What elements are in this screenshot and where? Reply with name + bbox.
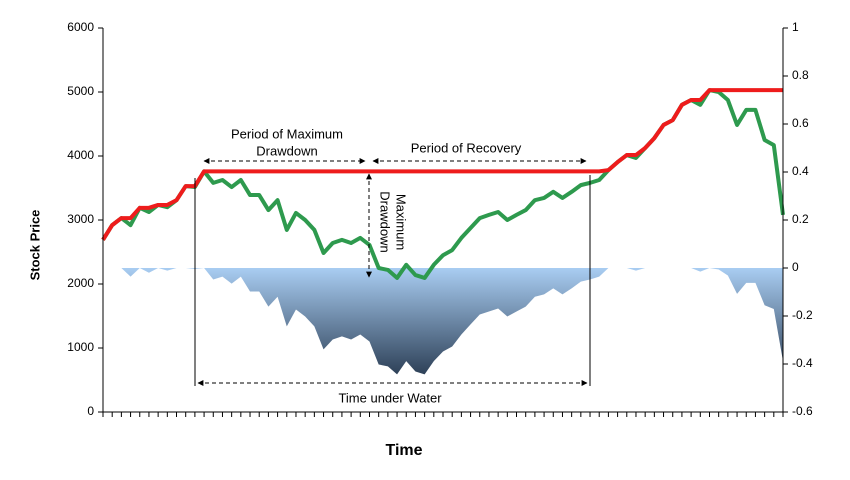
y2-tick-label: 0.8: [792, 68, 809, 82]
annotation: Drawdown: [256, 143, 317, 158]
y2-tick-label: -0.6: [792, 404, 813, 418]
y2-tick-label: -0.4: [792, 356, 813, 370]
y-tick-label: 3000: [67, 212, 94, 226]
y-axis-label: Stock Price: [27, 210, 42, 281]
y-tick-label: 0: [87, 404, 94, 418]
drawdown-area: [103, 268, 783, 375]
y-tick-label: 5000: [67, 84, 94, 98]
y-tick-label: 4000: [67, 148, 94, 162]
y-tick-label: 2000: [67, 276, 94, 290]
plot-area: 0 1000 2000 3000 4000 5000 6000 -0.6 -0.4 -0.2 0 0.…: [67, 20, 813, 418]
annotation: Period of Maximum: [231, 126, 343, 141]
y2-tick-label: 0.4: [792, 164, 809, 178]
y-tick-label: 6000: [67, 20, 94, 34]
x-axis-label: Time: [385, 442, 422, 459]
annotations: [194, 158, 591, 386]
y-tick-label: 1000: [67, 340, 94, 354]
y2-tick-label: 0: [792, 260, 799, 274]
annotation: Period of Recovery: [411, 140, 522, 155]
price-line: [101, 88, 785, 280]
annotation: Time under Water: [338, 390, 442, 405]
y2-tick-label: 1: [792, 20, 799, 34]
annotation: Drawdown: [378, 191, 393, 252]
y2-tick-label: -0.2: [792, 308, 813, 322]
price-line: [101, 88, 783, 241]
y2-tick-label: 0.6: [792, 116, 809, 130]
y2-tick-label: 0.2: [792, 212, 809, 226]
annotation: Maximum: [394, 194, 409, 250]
